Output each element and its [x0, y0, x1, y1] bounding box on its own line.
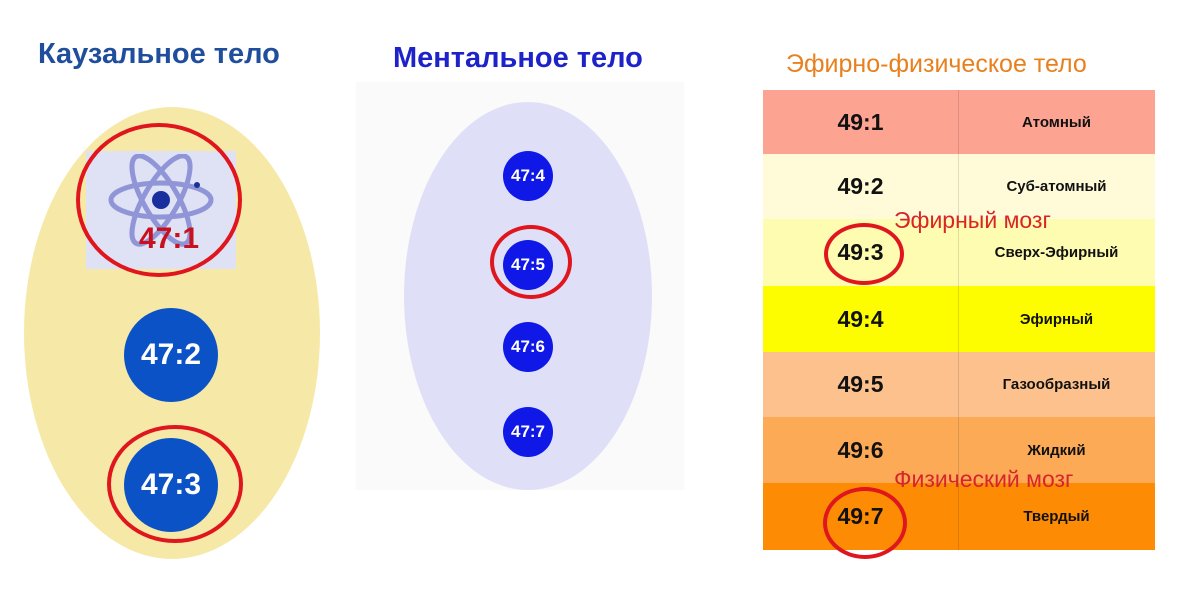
mental-level-47-6: 47:6: [503, 322, 553, 372]
level-name: Эфирный: [1019, 310, 1094, 328]
level-code: 49:4: [837, 305, 884, 332]
causal-level-47-2: 47:2: [124, 308, 218, 402]
level-name: Атомный: [1022, 113, 1091, 131]
level-code: 49:1: [837, 108, 884, 135]
table-row: 49:1 Атомный: [763, 90, 1155, 154]
highlight-ring-47-1: [76, 123, 242, 277]
level-name: Твердый: [1023, 508, 1090, 525]
level-name: Газообразный: [1002, 376, 1111, 393]
etheric-brain-label: Эфирный мозг: [894, 207, 1051, 233]
mental-body-title: Ментальное тело: [393, 42, 643, 74]
level-code: 49:5: [837, 371, 884, 397]
level-name: Жидкий: [1027, 441, 1086, 459]
table-row: 49:5 Газообразный: [763, 352, 1155, 417]
level-name: Сверх-Эфирный: [994, 244, 1119, 261]
table-row: 49:3 Сверх-Эфирный: [763, 219, 1155, 286]
etheric-body-title: Эфирно-физическое тело: [786, 50, 1087, 78]
causal-body-title: Каузальное тело: [38, 38, 280, 70]
table-row: 49:6 Жидкий: [763, 417, 1155, 483]
highlight-ring-47-3: [107, 425, 243, 543]
level-code: 49:2: [837, 173, 884, 199]
table-row: 49:2 Суб-атомный: [763, 154, 1155, 219]
column-divider: [958, 90, 959, 550]
mental-level-47-7: 47:7: [503, 407, 553, 457]
level-name: Суб-атомный: [1006, 178, 1107, 195]
table-row: 49:7 Твердый: [763, 483, 1155, 550]
highlight-ring-49-7: [823, 487, 907, 559]
table-row: 49:4 Эфирный: [763, 286, 1155, 352]
etheric-levels-table: 49:1 Атомный 49:2 Суб-атомный 49:3 Сверх…: [763, 90, 1155, 550]
mental-level-47-4: 47:4: [503, 151, 553, 201]
physical-brain-label: Физический мозг: [894, 466, 1074, 492]
level-code: 49:6: [837, 436, 884, 463]
highlight-ring-47-5: [490, 225, 572, 299]
highlight-ring-49-3: [824, 223, 904, 285]
